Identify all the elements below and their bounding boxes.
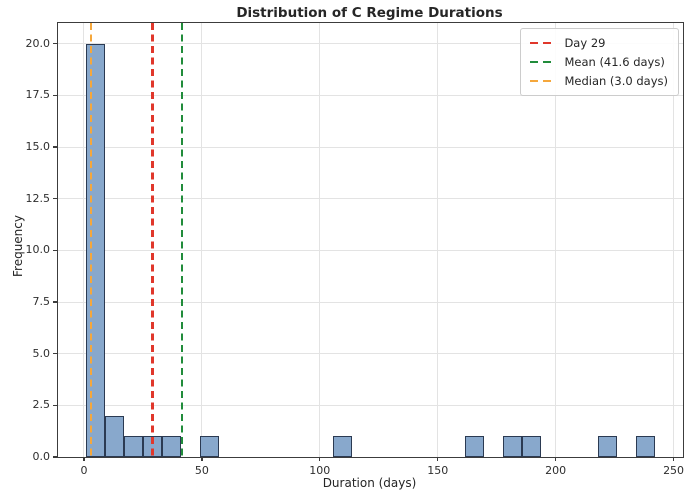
- x-tick-label: 150: [427, 464, 449, 477]
- reference-line: [89, 23, 93, 457]
- histogram-bar: [635, 436, 655, 457]
- histogram-bar: [199, 436, 219, 457]
- y-tick-label: 7.5: [32, 295, 51, 308]
- x-gridline: [83, 23, 85, 457]
- y-gridline: [58, 301, 683, 303]
- histogram-bar: [124, 436, 144, 457]
- legend-item: Mean (41.6 days): [530, 55, 668, 69]
- x-tick-label: 100: [309, 464, 331, 477]
- y-gridline: [58, 43, 683, 45]
- legend-label: Day 29: [564, 36, 606, 50]
- x-tick-mark: [554, 457, 557, 461]
- y-gridline: [58, 146, 683, 148]
- x-tick-label: 250: [663, 464, 685, 477]
- y-tick-label: 5.0: [32, 346, 51, 360]
- x-tick-mark: [319, 457, 321, 461]
- y-tick-mark: [53, 43, 57, 45]
- x-tick-label: 0: [80, 464, 88, 477]
- x-gridline: [437, 23, 439, 457]
- x-tick-mark: [201, 457, 203, 461]
- legend-label: Mean (41.6 days): [564, 55, 665, 69]
- histogram-bar: [105, 415, 125, 457]
- y-axis-label: Frequency: [11, 215, 25, 277]
- x-gridline: [201, 23, 203, 457]
- y-tick-label: 17.5: [25, 88, 51, 102]
- histogram-bar: [332, 436, 352, 457]
- y-tick-label: 20.0: [25, 36, 51, 50]
- y-tick-mark: [53, 301, 57, 303]
- legend-dashed-line-swatch: [530, 41, 557, 45]
- legend-label: Median (3.0 days): [564, 74, 668, 88]
- y-tick-label: 15.0: [25, 140, 51, 153]
- y-tick-mark: [53, 146, 57, 148]
- y-tick-label: 2.5: [32, 398, 51, 412]
- chart-title: Distribution of C Regime Durations: [236, 5, 503, 21]
- x-tick-mark: [437, 457, 439, 461]
- y-gridline: [58, 249, 683, 251]
- y-tick-label: 0.0: [32, 450, 51, 463]
- reference-line: [151, 23, 154, 457]
- x-axis-label: Duration (days): [322, 476, 417, 490]
- y-tick-mark: [53, 353, 57, 355]
- y-tick-mark: [53, 249, 57, 251]
- legend-item: Day 29: [530, 36, 668, 50]
- x-tick-mark: [83, 457, 85, 461]
- x-tick-label: 50: [194, 464, 209, 477]
- y-tick-label: 12.5: [25, 191, 51, 205]
- x-gridline: [673, 23, 675, 457]
- x-gridline: [555, 23, 557, 457]
- x-gridline: [319, 23, 321, 457]
- histogram-bar: [162, 436, 182, 457]
- y-gridline: [58, 404, 683, 406]
- x-tick-label: 200: [545, 464, 567, 477]
- legend-dashed-line-swatch: [530, 79, 557, 83]
- y-tick-mark: [53, 198, 57, 200]
- y-gridline: [58, 198, 683, 200]
- x-tick-mark: [672, 457, 675, 461]
- histogram-bar: [503, 436, 523, 457]
- legend-dashed-line-swatch: [530, 60, 557, 64]
- reference-line: [180, 23, 184, 457]
- y-gridline: [58, 94, 683, 96]
- y-tick-mark: [53, 404, 57, 406]
- legend-item: Median (3.0 days): [530, 74, 668, 88]
- histogram-bar: [597, 436, 617, 457]
- legend: Day 29 Mean (41.6 days) Median (3.0 days): [520, 28, 679, 96]
- y-tick-label: 10.0: [25, 243, 51, 257]
- y-tick-mark: [53, 94, 57, 96]
- plot-area: Day 29 Mean (41.6 days) Median (3.0 days) …: [26, 22, 684, 477]
- y-gridline: [58, 353, 683, 355]
- histogram-bar: [522, 436, 542, 457]
- y-tick-mark: [53, 456, 57, 458]
- histogram-bar: [465, 436, 485, 457]
